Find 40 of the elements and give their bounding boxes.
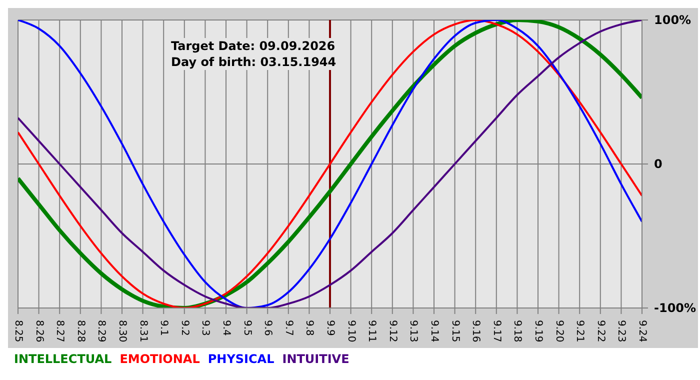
x-tick-label: 8.26 (33, 320, 44, 342)
x-tick-label: 9.6 (262, 320, 274, 336)
x-tick-label: 9.10 (345, 320, 356, 342)
x-tick-label: 9.2 (178, 320, 190, 336)
x-tick-label: 9.8 (304, 320, 315, 336)
text: EMOTIONAL (120, 352, 200, 366)
x-tick-label: 9.1 (158, 320, 170, 336)
x-tick-label: 9.24 (636, 320, 648, 342)
y-tick-label: 100% (654, 13, 692, 27)
x-tick-label: 9.11 (366, 320, 378, 342)
x-tick-label: 8.29 (96, 320, 107, 342)
x-tick-label: 8.27 (54, 320, 66, 342)
x-tick-label: 9.20 (553, 320, 564, 342)
x-tick-label: 9.23 (616, 320, 627, 342)
x-tick-label: 9.4 (220, 320, 232, 336)
x-tick-label: 9.19 (532, 320, 544, 342)
x-tick-label: 9.5 (241, 320, 252, 336)
x-tick-label: 9.17 (490, 320, 502, 342)
x-tick-label: 8.25 (12, 320, 24, 342)
x-tick-label: 9.22 (594, 320, 606, 342)
x-tick-label: 9.7 (282, 320, 294, 336)
text: INTUITIVE (282, 352, 350, 366)
annotation: Day of birth: 03.15.1944 (171, 54, 336, 70)
x-tick-label: 9.16 (470, 320, 482, 342)
text: PHYSICAL (208, 352, 274, 366)
x-tick-label: 9.15 (449, 320, 460, 342)
x-tick-label: 9.13 (408, 320, 419, 342)
text: INTELLECTUAL (14, 352, 112, 366)
x-tick-label: 9.12 (386, 320, 398, 342)
y-tick-label: 0 (654, 157, 662, 171)
x-tick-label: 8.28 (74, 320, 86, 342)
x-tick-label: 8.31 (137, 320, 148, 342)
annotation: Target Date: 09.09.2026 (171, 38, 336, 54)
x-tick-label: 8.30 (116, 320, 128, 342)
x-tick-label: 9.3 (200, 320, 211, 336)
x-tick-label: 9.18 (512, 320, 523, 342)
x-tick-label: 9.21 (574, 320, 586, 342)
y-tick-label: -100% (654, 301, 696, 315)
x-tick-label: 9.9 (324, 320, 336, 336)
x-tick-label: 9.14 (428, 320, 440, 342)
